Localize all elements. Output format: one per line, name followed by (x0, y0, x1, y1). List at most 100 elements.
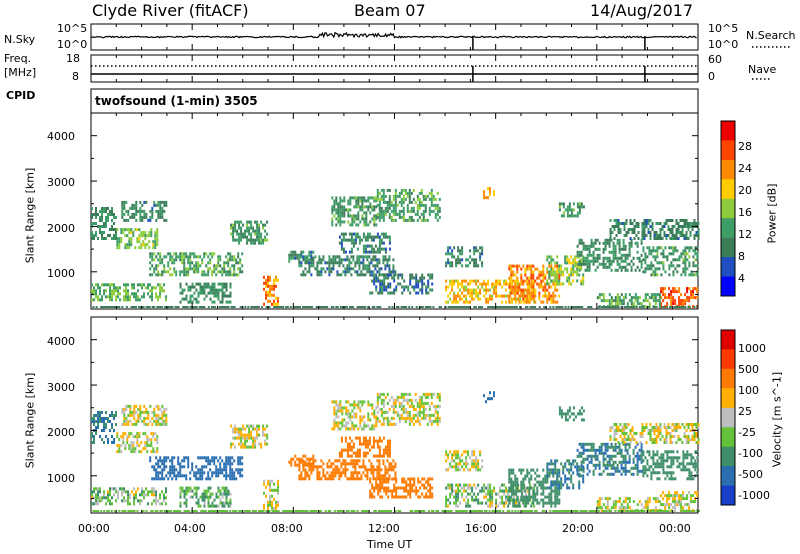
power-cell (394, 209, 397, 213)
power-cell (424, 218, 427, 222)
power-cell (343, 214, 346, 218)
power-cell (618, 302, 621, 306)
power-cell (236, 229, 239, 233)
power-cell (125, 283, 127, 287)
power-cell (418, 200, 421, 204)
power-cell (566, 205, 569, 209)
power-cell (195, 267, 198, 271)
velocity-cell (227, 504, 230, 508)
power-cell (332, 264, 335, 268)
power-cell (459, 297, 462, 301)
power-cell (622, 247, 625, 251)
velocity-cell (125, 422, 128, 426)
power-cell (331, 223, 334, 227)
velocity-cell (207, 474, 210, 478)
power-cell (103, 210, 105, 213)
power-cell (625, 222, 628, 225)
velocity-cell (177, 462, 180, 466)
power-cell (518, 300, 521, 304)
velocity-cell (136, 432, 139, 436)
velocity-cell (93, 435, 95, 438)
velocity-cell (465, 483, 468, 487)
power-cell (189, 255, 192, 259)
power-cell (352, 241, 355, 245)
velocity-cell (410, 398, 413, 402)
velocity-cell (382, 398, 385, 402)
power-ground-cell (227, 306, 230, 308)
power-cell (622, 241, 625, 245)
velocity-cell (336, 471, 339, 475)
power-cell (138, 234, 141, 238)
velocity-cell (252, 424, 255, 428)
power-cell (219, 264, 222, 268)
power-cell (328, 258, 331, 262)
velocity-cell (201, 495, 204, 499)
velocity-cell (127, 422, 130, 426)
velocity-cell (338, 468, 341, 472)
velocity-cell (390, 462, 393, 466)
velocity-cell (347, 427, 350, 431)
power-cell (149, 215, 152, 219)
velocity-cell (487, 483, 490, 487)
power-cell (355, 205, 358, 209)
velocity-cell (467, 504, 470, 508)
power-cell (578, 253, 581, 257)
power-cell (109, 234, 111, 237)
power-cell (193, 264, 196, 268)
velocity-cell (205, 456, 208, 460)
power-cell (133, 203, 136, 207)
velocity-cell (199, 471, 202, 475)
velocity-cell (503, 483, 506, 487)
power-ground-cell (371, 306, 374, 308)
velocity-cell (346, 477, 349, 481)
power-cell (342, 258, 345, 262)
velocity-cell (366, 468, 369, 472)
power-cell (615, 234, 618, 237)
power-cell (532, 276, 535, 280)
power-cell (234, 223, 237, 227)
power-cell (453, 246, 456, 250)
power-cell (363, 217, 366, 221)
power-ground-cell (282, 306, 285, 308)
power-cell (211, 270, 214, 274)
velocity-cell (199, 495, 202, 499)
power-cell (205, 252, 208, 256)
velocity-cell (141, 499, 143, 503)
power-cell (637, 231, 640, 234)
velocity-cell (449, 492, 452, 496)
power-cell (331, 217, 334, 221)
velocity-cell (356, 448, 359, 452)
power-cell (191, 261, 194, 265)
power-cell (343, 211, 346, 215)
power-cell (584, 262, 587, 266)
power-ground-cell (147, 306, 150, 308)
velocity-cell (316, 471, 319, 475)
power-cell (380, 273, 383, 277)
power-cell (376, 215, 379, 219)
power-cell (489, 288, 492, 292)
velocity-cell (352, 462, 355, 466)
power-cell (379, 279, 382, 283)
power-cell (394, 194, 397, 198)
power-cell (645, 234, 648, 237)
power-cell (475, 261, 478, 265)
velocity-cell (97, 417, 99, 420)
power-cell (562, 205, 565, 209)
power-cell (661, 225, 664, 228)
velocity-cell (386, 422, 389, 426)
power-ground-cell (95, 306, 98, 308)
power-cell (424, 209, 427, 213)
power-cell (630, 299, 633, 303)
power-cell (382, 232, 385, 236)
velocity-cell (379, 495, 382, 499)
velocity-cell (420, 398, 423, 402)
power-cell (690, 270, 693, 274)
velocity-cell (380, 439, 383, 443)
power-ground-cell (581, 306, 584, 308)
power-cell (408, 200, 411, 204)
power-cell (159, 215, 162, 219)
power-cell (252, 241, 255, 245)
power-cell (238, 238, 241, 242)
power-cell (382, 247, 385, 251)
velocity-cell (457, 504, 460, 508)
